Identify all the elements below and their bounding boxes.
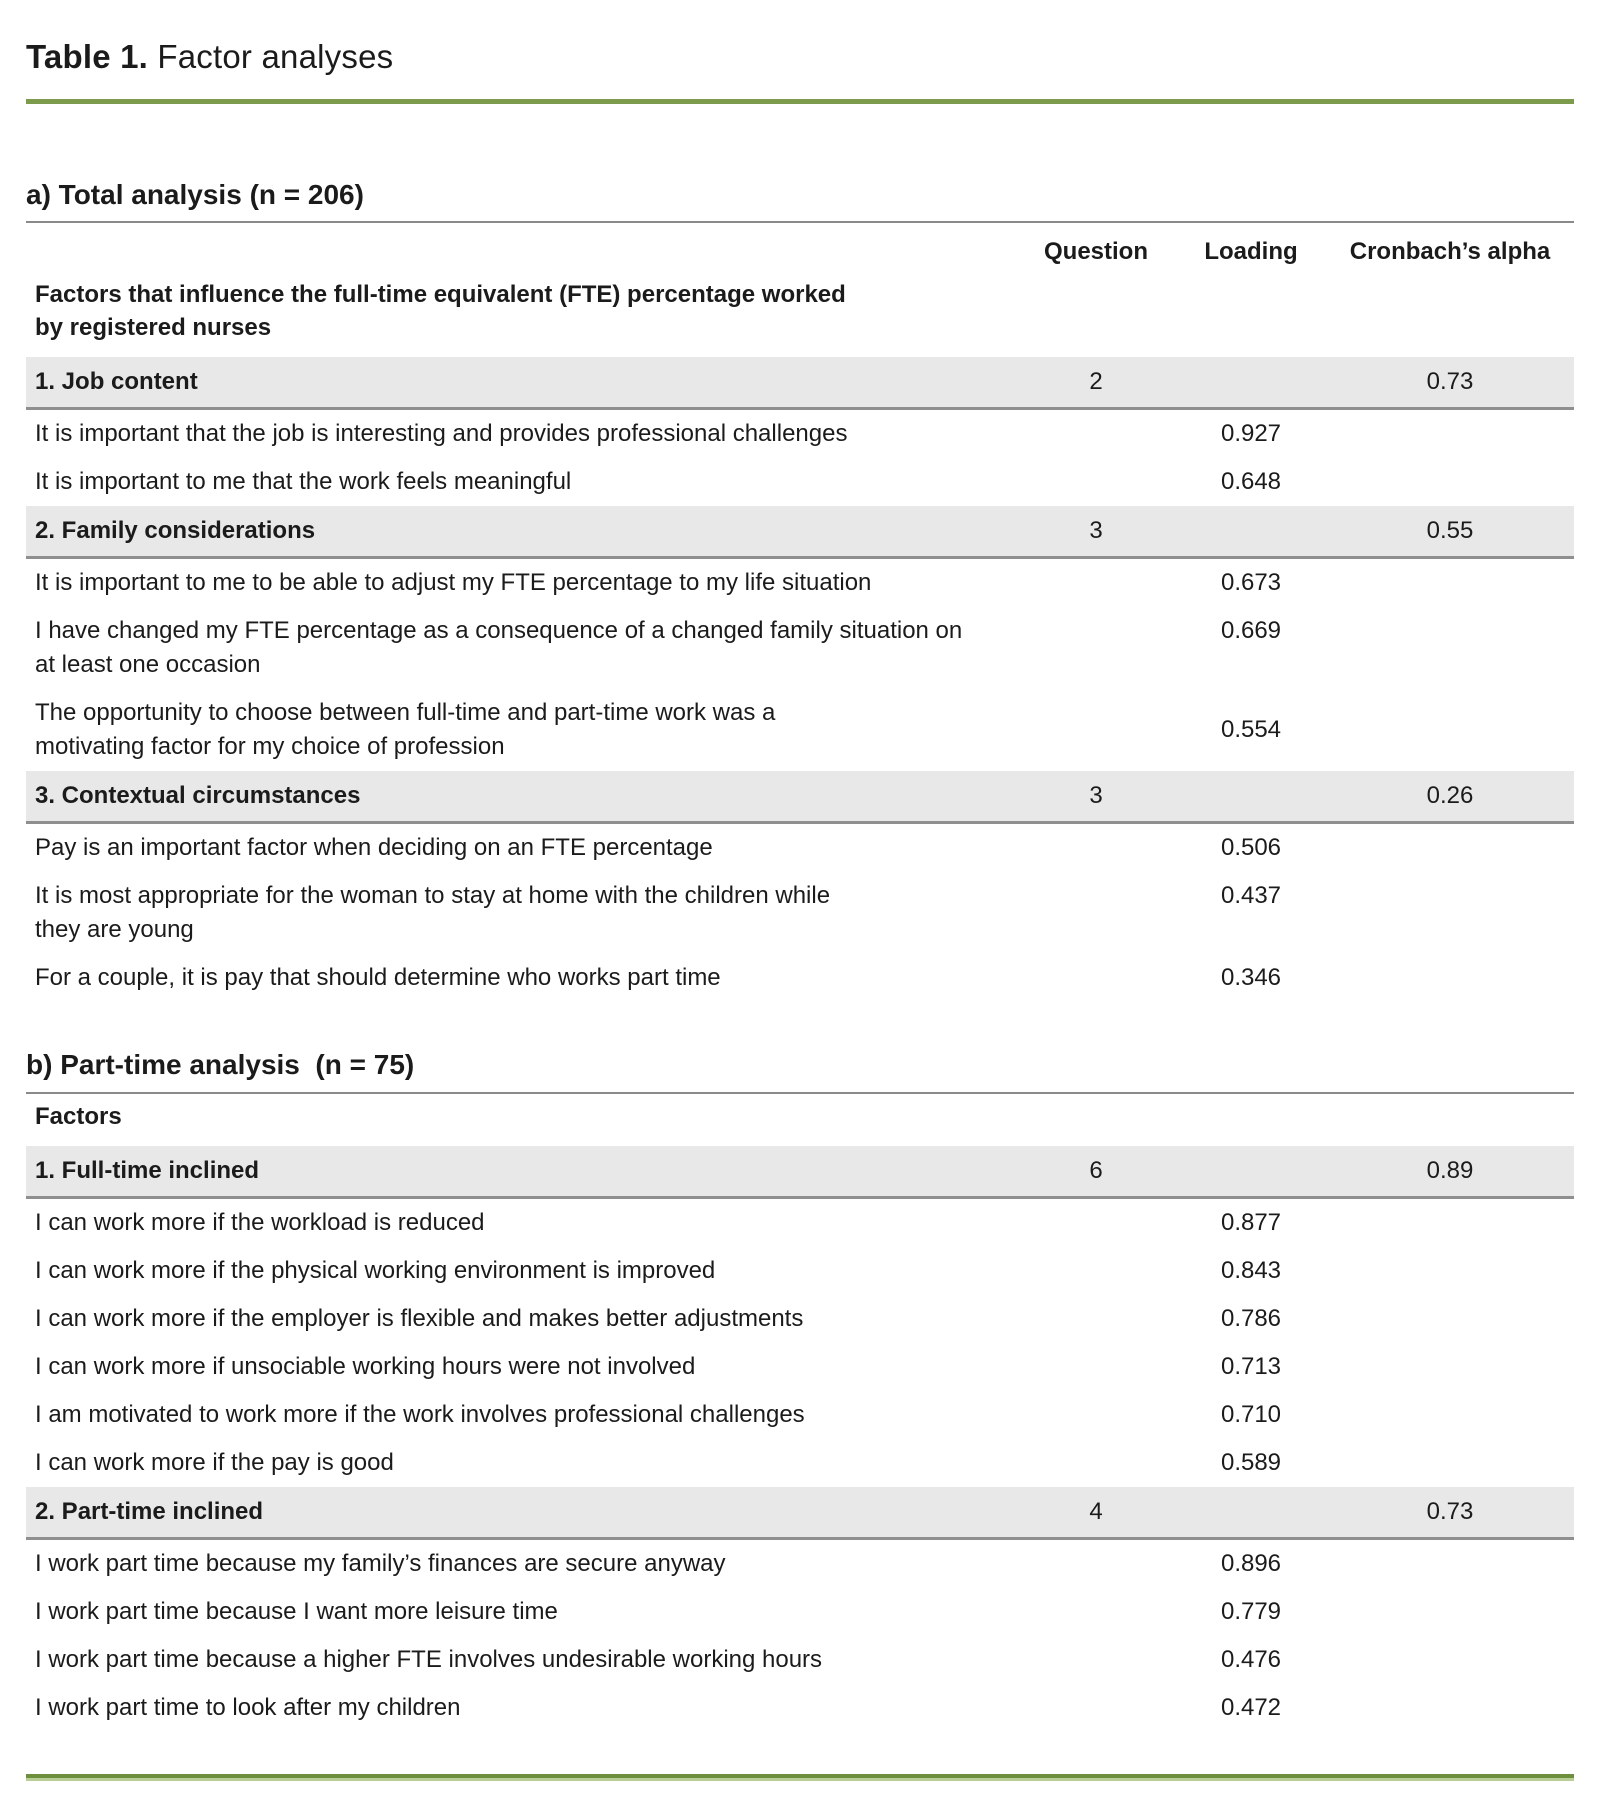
column-header-alpha: Cronbach’s alpha bbox=[1349, 238, 1551, 266]
factor-question-count: 6 bbox=[1089, 1157, 1103, 1185]
item-text: I work part time because my family’s fin… bbox=[35, 1550, 726, 1578]
factor-label: 2. Family considerations bbox=[35, 517, 316, 545]
item-row: The opportunity to choose between full-t… bbox=[26, 689, 1574, 771]
item-text: For a couple, it is pay that should dete… bbox=[35, 964, 721, 992]
factor-question-count: 4 bbox=[1089, 1498, 1103, 1526]
item-loading: 0.346 bbox=[1220, 964, 1282, 992]
table-title-number: Table 1. bbox=[26, 38, 149, 75]
factor-question-count: 3 bbox=[1089, 782, 1103, 810]
factor-row: 1. Full-time inclined 6 0.89 bbox=[26, 1146, 1574, 1200]
item-text: It is most appropriate for the woman to … bbox=[35, 882, 831, 944]
column-header-question: Question bbox=[1043, 238, 1148, 266]
section-b-rule bbox=[26, 1092, 1574, 1095]
item-loading: 0.589 bbox=[1220, 1449, 1282, 1477]
item-text: I can work more if unsociable working ho… bbox=[35, 1353, 696, 1381]
factor-label: 1. Job content bbox=[35, 368, 198, 396]
item-row: It is important that the job is interest… bbox=[26, 410, 1574, 458]
column-header-loading: Loading bbox=[1204, 238, 1298, 266]
item-loading: 0.437 bbox=[1220, 882, 1282, 910]
item-text: It is important to me that the work feel… bbox=[35, 468, 572, 496]
item-row: It is most appropriate for the woman to … bbox=[26, 872, 1574, 954]
item-row: I have changed my FTE percentage as a co… bbox=[26, 607, 1574, 689]
item-row: I can work more if the workload is reduc… bbox=[26, 1199, 1574, 1247]
factor-label: 1. Full-time inclined bbox=[35, 1157, 260, 1185]
item-text: I can work more if the workload is reduc… bbox=[35, 1209, 485, 1237]
column-header-row: Question Loading Cronbach’s alpha bbox=[26, 223, 1574, 272]
section-b-heading: b) Part-time analysis (n = 75) bbox=[26, 1049, 415, 1081]
item-loading: 0.476 bbox=[1220, 1646, 1282, 1674]
section-a-heading: a) Total analysis (n = 206) bbox=[26, 178, 364, 210]
item-row: I work part time because I want more lei… bbox=[26, 1588, 1574, 1636]
item-loading: 0.472 bbox=[1220, 1694, 1282, 1722]
item-loading: 0.648 bbox=[1220, 468, 1282, 496]
item-row: It is important to me to be able to adju… bbox=[26, 559, 1574, 607]
factor-cronbach-alpha: 0.73 bbox=[1426, 1498, 1474, 1526]
item-text: It is important that the job is interest… bbox=[35, 420, 848, 448]
item-loading: 0.506 bbox=[1220, 834, 1282, 862]
item-text: I work part time to look after my childr… bbox=[35, 1694, 461, 1722]
section-a-note: Factors that influence the full-time equ… bbox=[26, 272, 1574, 357]
item-text: I work part time because I want more lei… bbox=[35, 1598, 558, 1626]
item-text: The opportunity to choose between full-t… bbox=[35, 699, 776, 761]
item-loading: 0.896 bbox=[1220, 1550, 1282, 1578]
item-row: I work part time because my family’s fin… bbox=[26, 1540, 1574, 1588]
item-loading: 0.877 bbox=[1220, 1209, 1282, 1237]
factor-row: 2. Family considerations 3 0.55 bbox=[26, 506, 1574, 560]
item-text: I can work more if the physical working … bbox=[35, 1257, 716, 1285]
item-loading: 0.779 bbox=[1220, 1598, 1282, 1626]
factor-cronbach-alpha: 0.73 bbox=[1426, 368, 1474, 396]
item-row: I am motivated to work more if the work … bbox=[26, 1391, 1574, 1439]
item-text: Pay is an important factor when deciding… bbox=[35, 834, 713, 862]
factor-label: 3. Contextual circumstances bbox=[35, 782, 361, 810]
item-row: I work part time because a higher FTE in… bbox=[26, 1636, 1574, 1684]
section-b-note: Factors bbox=[26, 1094, 1574, 1146]
item-loading: 0.554 bbox=[1220, 716, 1282, 744]
item-text: I can work more if the pay is good bbox=[35, 1449, 394, 1477]
item-text: I work part time because a higher FTE in… bbox=[35, 1646, 823, 1674]
item-text: It is important to me to be able to adju… bbox=[35, 569, 872, 597]
item-text: I am motivated to work more if the work … bbox=[35, 1401, 805, 1429]
item-row: I can work more if the employer is flexi… bbox=[26, 1295, 1574, 1343]
item-row: Pay is an important factor when deciding… bbox=[26, 824, 1574, 872]
item-loading: 0.843 bbox=[1220, 1257, 1282, 1285]
item-row: I can work more if unsociable working ho… bbox=[26, 1343, 1574, 1391]
item-row: I can work more if the physical working … bbox=[26, 1247, 1574, 1295]
factor-question-count: 3 bbox=[1089, 517, 1103, 545]
item-row: It is important to me that the work feel… bbox=[26, 458, 1574, 506]
factor-label: 2. Part-time inclined bbox=[35, 1498, 264, 1526]
item-row: I work part time to look after my childr… bbox=[26, 1684, 1574, 1732]
top-green-rule bbox=[26, 98, 1574, 104]
factor-cronbach-alpha: 0.89 bbox=[1426, 1157, 1474, 1185]
item-text: I can work more if the employer is flexi… bbox=[35, 1305, 804, 1333]
factor-cronbach-alpha: 0.55 bbox=[1426, 517, 1474, 545]
note-line: by registered nurses bbox=[35, 314, 272, 342]
note-line: Factors that influence the full-time equ… bbox=[35, 281, 846, 309]
item-row: For a couple, it is pay that should dete… bbox=[26, 954, 1574, 1002]
item-loading: 0.673 bbox=[1220, 569, 1282, 597]
item-loading: 0.786 bbox=[1220, 1305, 1282, 1333]
note-line: Factors bbox=[35, 1103, 122, 1131]
factor-row: 1. Job content 2 0.73 bbox=[26, 357, 1574, 411]
factor-row: 2. Part-time inclined 4 0.73 bbox=[26, 1487, 1574, 1541]
section-a-rule bbox=[26, 221, 1574, 224]
item-row: I can work more if the pay is good 0.589 bbox=[26, 1439, 1574, 1487]
item-loading: 0.927 bbox=[1220, 420, 1282, 448]
item-loading: 0.669 bbox=[1220, 617, 1282, 645]
table-title: Table 1. Factor analyses bbox=[26, 0, 1574, 79]
item-loading: 0.713 bbox=[1220, 1353, 1282, 1381]
bottom-green-rule bbox=[26, 1774, 1574, 1782]
factor-cronbach-alpha: 0.26 bbox=[1426, 782, 1474, 810]
factor-row: 3. Contextual circumstances 3 0.26 bbox=[26, 771, 1574, 825]
item-text: I have changed my FTE percentage as a co… bbox=[35, 617, 963, 679]
item-loading: 0.710 bbox=[1220, 1401, 1282, 1429]
table-title-text: Factor analyses bbox=[148, 38, 394, 75]
factor-question-count: 2 bbox=[1089, 368, 1103, 396]
